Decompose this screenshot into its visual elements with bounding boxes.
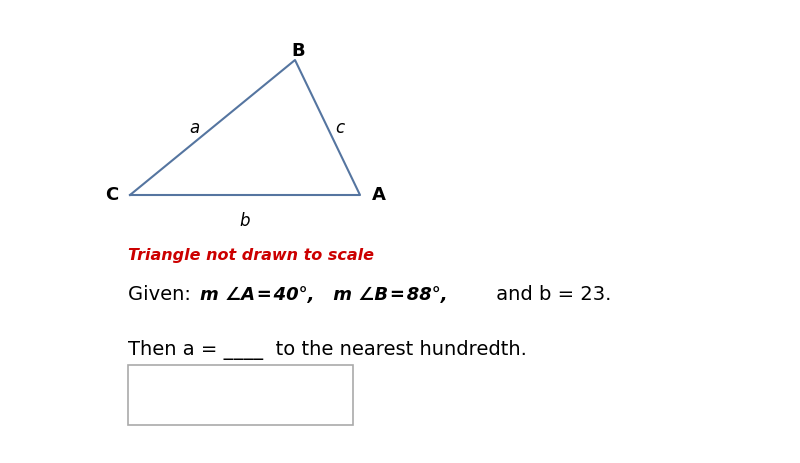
- Text: C: C: [105, 186, 118, 204]
- Text: c: c: [335, 119, 344, 137]
- Text: Then a = ____  to the nearest hundredth.: Then a = ____ to the nearest hundredth.: [128, 340, 527, 360]
- Text: b: b: [240, 212, 250, 230]
- Text: B: B: [291, 42, 305, 60]
- Bar: [128, 365, 353, 425]
- Text: Triangle not drawn to scale: Triangle not drawn to scale: [128, 248, 374, 263]
- Text: Given:: Given:: [128, 286, 197, 305]
- Text: A: A: [372, 186, 386, 204]
- Text: and b = 23.: and b = 23.: [490, 286, 611, 305]
- Text: a: a: [190, 119, 200, 137]
- Text: m ∠A = 40°,   m ∠B = 88°,: m ∠A = 40°, m ∠B = 88°,: [200, 286, 448, 304]
